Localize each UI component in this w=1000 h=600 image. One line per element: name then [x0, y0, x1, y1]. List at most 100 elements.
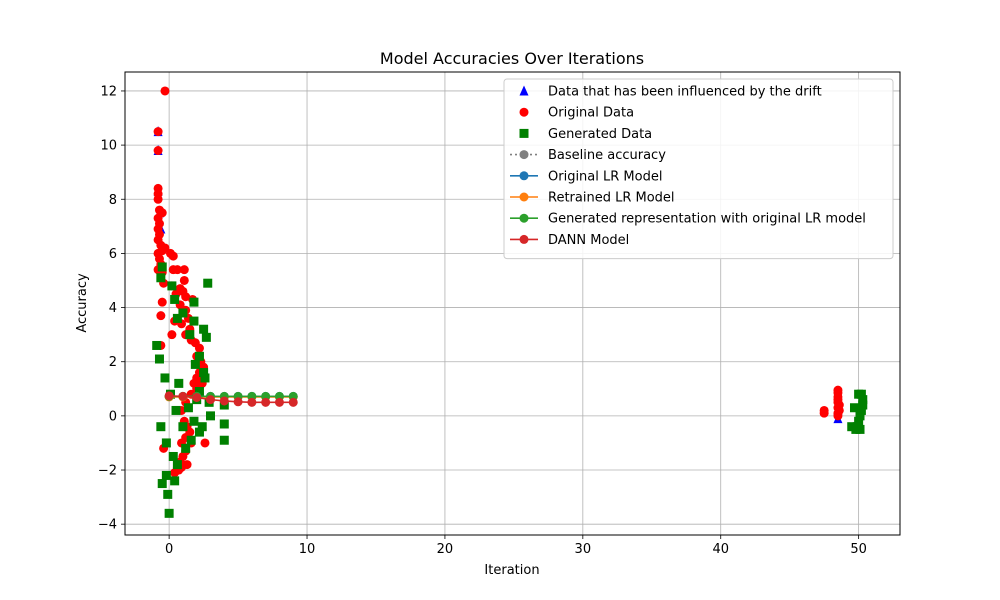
x-tick-label: 30 [575, 542, 592, 557]
generated-data-point [189, 416, 199, 426]
generated-data-point [858, 395, 868, 405]
legend-marker [519, 171, 529, 181]
original-data-point [819, 408, 829, 418]
generated-data-point [200, 373, 210, 383]
legend-label: Original Data [548, 106, 634, 121]
y-tick-label: 2 [109, 355, 117, 370]
x-tick-label: 40 [712, 542, 729, 557]
generated-data-point [856, 405, 866, 415]
original-data-point [833, 411, 843, 421]
legend-label: Original LR Model [548, 169, 662, 184]
original-data-point [181, 292, 191, 302]
generated-data-point [190, 359, 200, 369]
legend-item: Data that has been influenced by the dri… [519, 85, 822, 100]
series-point [233, 397, 243, 407]
x-tick-label: 20 [437, 542, 454, 557]
x-axis-label: Iteration [484, 563, 539, 578]
series-point [261, 397, 271, 407]
y-tick-label: 6 [109, 247, 117, 262]
original-data-point [160, 243, 170, 253]
generated-data-point [164, 508, 174, 518]
generated-data-point [201, 332, 211, 342]
generated-data-point [178, 308, 188, 318]
generated-data-point [160, 373, 170, 383]
series-point [164, 391, 174, 401]
original-data-point [153, 127, 163, 137]
legend-item: Original Data [519, 106, 634, 121]
generated-data-point [156, 422, 166, 432]
legend-item: Original LR Model [510, 169, 662, 184]
legend-label: Generated representation with original L… [548, 212, 866, 227]
series-point [288, 397, 298, 407]
x-tick-label: 10 [299, 542, 316, 557]
generated-data-point [163, 489, 173, 499]
generated-data-point [167, 281, 177, 291]
y-tick-label: −4 [98, 518, 117, 533]
series-point [247, 397, 257, 407]
original-data-point [157, 297, 167, 307]
original-data-point [194, 343, 204, 353]
generated-data-point [189, 297, 199, 307]
legend-label: Data that has been influenced by the dri… [548, 85, 822, 100]
legend-box [503, 78, 894, 260]
series-point [274, 397, 284, 407]
original-data-point [153, 146, 163, 156]
y-tick-label: 12 [100, 84, 117, 99]
line-series [164, 391, 298, 407]
original-data-point [179, 275, 189, 285]
original-data-point [167, 330, 177, 340]
generated-data-point [189, 316, 199, 326]
generated-data-point [855, 424, 865, 434]
legend-label: Baseline accuracy [548, 148, 666, 163]
legend-item: Generated representation with original L… [510, 212, 866, 227]
y-axis-label: Accuracy [75, 273, 90, 333]
series-point [205, 395, 215, 405]
legend-marker [519, 192, 529, 202]
legend-item: Baseline accuracy [510, 148, 666, 163]
generated-data-point [168, 451, 178, 461]
original-data-point [179, 265, 189, 275]
generated-data-point [183, 403, 193, 413]
generated-data-point [156, 273, 166, 283]
y-tick-label: 0 [109, 409, 117, 424]
y-tick-label: 8 [109, 193, 117, 208]
legend-item: Generated Data [519, 127, 652, 142]
generated-data-point [172, 313, 182, 323]
generated-data-point [194, 386, 204, 396]
generated-data-point [203, 278, 213, 288]
generated-data-point [157, 479, 167, 489]
generated-data-point [174, 378, 184, 388]
y-axis: −4 −2 0 2 4 6 8 10 12 [98, 84, 125, 533]
legend-marker [519, 213, 529, 223]
generated-data-point [855, 411, 865, 421]
legend-marker [519, 234, 529, 244]
generated-data-point [185, 330, 195, 340]
generated-data-point [856, 389, 866, 399]
generated-data-point [170, 476, 180, 486]
generated-data-point [219, 435, 229, 445]
x-tick-label: 50 [850, 542, 867, 557]
generated-data-point [172, 460, 182, 470]
legend: Data that has been influenced by the dri… [503, 78, 894, 260]
plot-frame [124, 71, 901, 536]
original-data-point [153, 194, 163, 204]
x-tick-label: 0 [165, 542, 173, 557]
legend-label: DANN Model [548, 233, 629, 248]
legend-item: DANN Model [510, 233, 629, 248]
x-axis: 0 10 20 30 40 50 [165, 535, 867, 557]
generated-data-point [219, 419, 229, 429]
generated-data-point [186, 435, 196, 445]
generated-data-point [157, 262, 167, 272]
y-tick-label: 4 [109, 301, 117, 316]
generated-data-point [194, 427, 204, 437]
generated-data-point [152, 340, 162, 350]
legend-marker [519, 128, 529, 138]
legend-marker [519, 150, 529, 160]
generated-data-point [171, 405, 181, 415]
generated-data-point [154, 354, 164, 364]
original-data-point [156, 311, 166, 321]
legend-marker [519, 85, 529, 96]
generated-data-point [854, 416, 864, 426]
y-tick-label: −2 [98, 464, 117, 479]
